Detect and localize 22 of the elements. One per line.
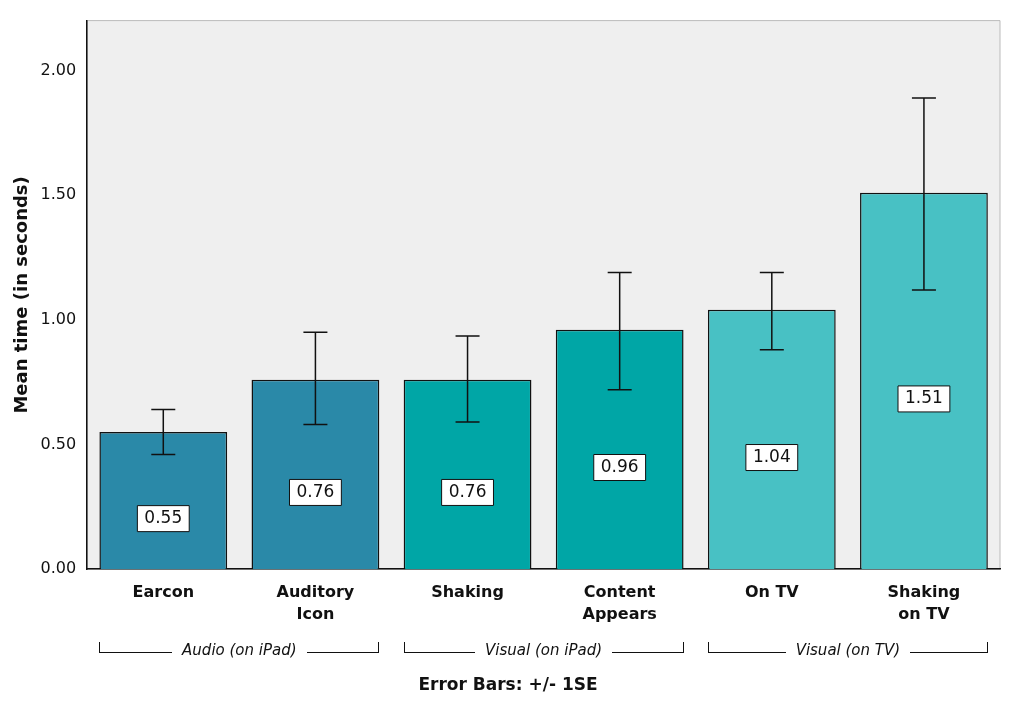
x-tick-label: Shaking bbox=[431, 581, 504, 601]
x-tick-label: Earcon bbox=[132, 581, 195, 601]
y-tick-label: 0.50 bbox=[40, 433, 77, 453]
data-label: 0.76 bbox=[448, 480, 487, 501]
y-tick-label: 2.00 bbox=[40, 59, 77, 79]
x-tick-label: Content Appears bbox=[582, 581, 657, 623]
data-label: 1.51 bbox=[905, 387, 943, 408]
text: Visual (on TV) bbox=[785, 641, 911, 659]
y-tick-label: 0.00 bbox=[40, 558, 77, 578]
text: Visual (on iPad) bbox=[475, 641, 613, 659]
x-tick-label: Shaking on TV bbox=[887, 581, 961, 623]
y-axis-title: Mean time (in seconds) bbox=[10, 176, 32, 414]
data-label: 1.04 bbox=[752, 445, 791, 466]
y-tick-label: 1.00 bbox=[40, 308, 77, 328]
y-tick-label: 1.50 bbox=[40, 184, 77, 204]
data-label: 0.55 bbox=[144, 507, 183, 528]
text: Audio (on iPad) bbox=[172, 641, 307, 659]
x-tick-label: Auditory Icon bbox=[276, 581, 355, 623]
data-label: 0.76 bbox=[296, 480, 335, 501]
data-label: 0.96 bbox=[600, 455, 639, 476]
x-axis-title: Error Bars: +/- 1SE bbox=[417, 674, 599, 694]
x-tick-label: On TV bbox=[744, 581, 800, 601]
